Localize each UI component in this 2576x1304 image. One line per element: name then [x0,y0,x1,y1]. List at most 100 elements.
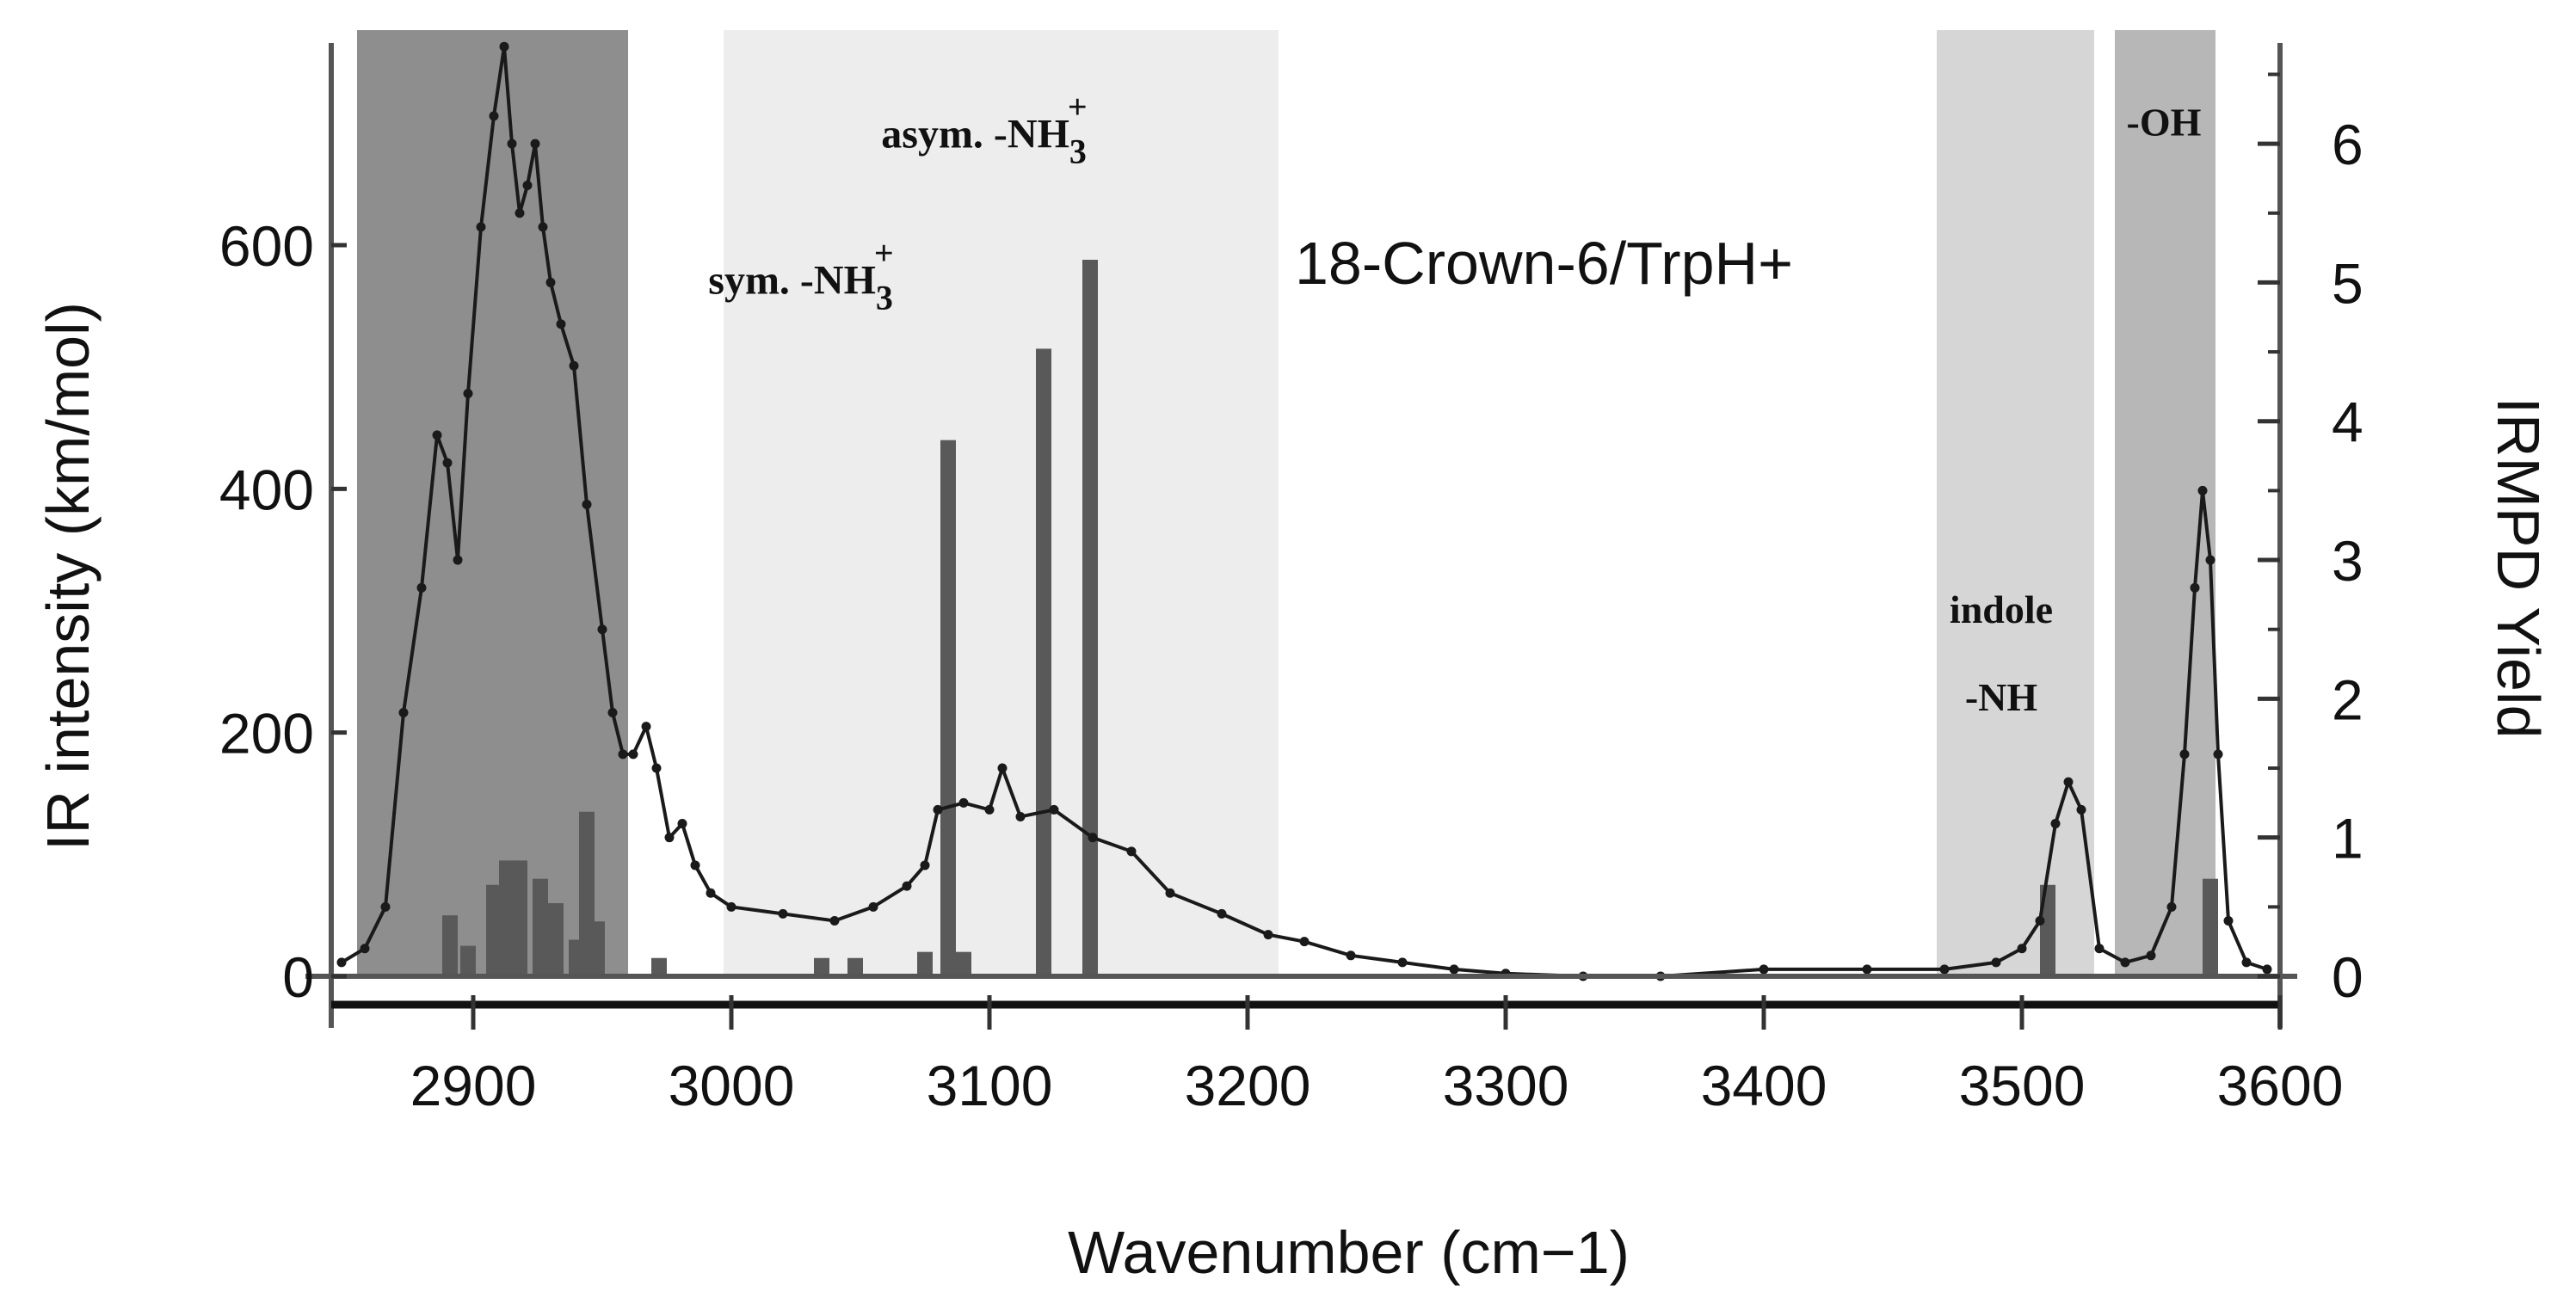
irmpd-data-point [545,277,556,287]
irmpd-data-point [432,430,442,440]
irmpd-data-point [398,708,409,718]
irmpd-data-point [641,722,651,732]
x-tick-label: 2900 [410,1054,537,1117]
irmpd-data-point [902,881,912,891]
irmpd-data-point [2094,944,2105,954]
x-tick-label: 3200 [1185,1054,1311,1117]
irmpd-data-point [515,208,525,218]
right-tick-label: 1 [2332,807,2363,870]
ir-stick [956,951,971,976]
ir-stick [1036,348,1051,977]
axes [305,43,2297,1030]
ir-stick [499,860,515,976]
irmpd-data-point [1015,811,1026,821]
irmpd-data-point [336,957,347,968]
ir-stick [460,945,476,976]
right-tick-label: 4 [2332,391,2363,454]
irmpd-data-point [597,624,607,635]
irmpd-data-point [607,708,618,718]
band-annotation-2: asym. -NH3+ [881,88,1087,171]
ir-stick [442,915,458,976]
irmpd-data-point [706,888,716,898]
ir-stick [814,957,829,976]
irmpd-data-point [1346,950,1356,961]
irmpd-data-point [2179,749,2190,760]
chart-labels: 2900 3000 3100 3200 3300 3400 3500 360002004006… [34,88,2552,1286]
left-tick-label: 200 [219,702,314,766]
ir-stick [512,860,527,976]
irmpd-data-point [628,749,638,760]
ir-stick [533,878,548,976]
irmpd-data-point [507,138,517,149]
irmpd-data-point [1088,833,1098,843]
irmpd-data-point [1862,964,1872,975]
irmpd-data-point [958,797,969,808]
irmpd-data-point [476,222,486,232]
irmpd-data-point [1165,888,1175,898]
ir-stick [548,903,564,976]
irmpd-data-point [1939,964,1950,975]
irmpd-data-point [569,360,579,371]
irmpd-data-point [538,222,548,232]
irmpd-data-point [651,763,662,773]
irmpd-data-point [522,181,533,191]
irmpd-data-point [1263,930,1273,940]
irmpd-data-point [1759,964,1769,975]
ir-stick [1082,260,1098,976]
ir-stick [589,921,605,976]
irmpd-data-point [1449,964,1459,975]
irmpd-data-point [2262,964,2272,975]
x-tick-label: 3600 [2217,1054,2344,1117]
irmpd-data-point [2063,777,2074,787]
irmpd-data-point [1397,957,1408,968]
irmpd-data-point [664,833,675,843]
irmpd-data-point [2120,957,2130,968]
right-axis-title: IRMPD Yield [2485,397,2552,739]
left-tick-label: 0 [282,945,314,1009]
irmpd-data-point [2050,819,2061,829]
ir-stick [847,957,863,976]
shaded-band-2 [724,30,1279,976]
band-annotation-3: indole [1950,587,2053,631]
left-axis-title: IR intensity (km/mol) [34,302,102,851]
right-tick-label: 6 [2332,113,2363,176]
irmpd-data-point [2190,582,2200,593]
x-tick-label: 3300 [1443,1054,1569,1117]
band-annotation-5: -OH [2127,101,2202,145]
irmpd-data-point [1991,957,2001,968]
irmpd-data-point [2076,804,2086,815]
irmpd-yield-series [336,41,2272,981]
x-axis-title: Wavenumber (cm−1) [1068,1219,1630,1286]
irmpd-data-point [463,388,473,398]
irmpd-data-point [677,819,687,829]
irmpd-data-point [2241,957,2252,968]
ir-stick [917,951,933,976]
right-tick-label: 2 [2332,667,2363,731]
irmpd-data-point [2205,555,2215,565]
ir-stick [651,957,667,976]
irmpd-data-point [868,901,878,912]
irmpd-data-point [726,901,736,912]
irmpd-data-point [360,944,370,954]
irmpd-data-point [556,319,566,329]
irmpd-data-point [453,555,463,565]
right-tick-label: 5 [2332,251,2363,315]
x-tick-label: 3100 [927,1054,1053,1117]
irmpd-data-point [582,500,592,510]
chart-title: 18-Crown-6/TrpH+ [1295,230,1793,297]
irmpd-data-point [2166,901,2177,912]
ir-stick [2040,884,2055,976]
irmpd-data-point [499,41,509,52]
irmpd-data-point [2223,915,2234,926]
band-annotation-1: sym. -NH3+ [708,234,893,317]
x-tick-label: 3400 [1701,1054,1827,1117]
irmpd-data-point [530,138,540,149]
irmpd-data-point [1049,804,1059,815]
shaded-band-3 [1937,30,2094,976]
left-tick-label: 400 [219,458,314,521]
irmpd-data-point [2017,944,2027,954]
irmpd-yield-line [340,46,2268,978]
ir-stick [2203,878,2218,976]
right-tick-label: 3 [2332,529,2363,593]
